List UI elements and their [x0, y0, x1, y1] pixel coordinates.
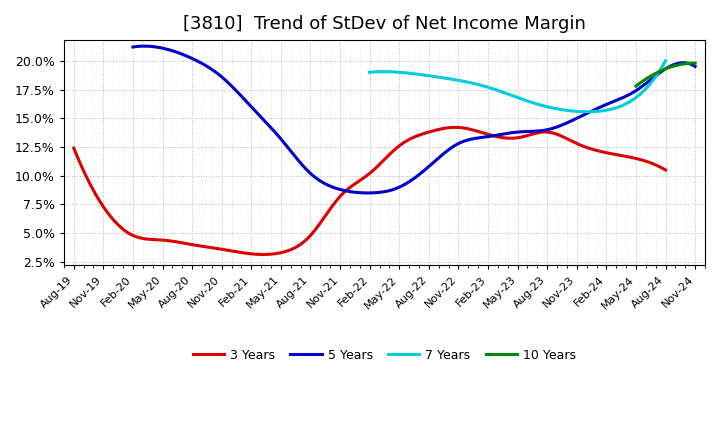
10 Years: [690, 60, 699, 66]
10 Years: [660, 67, 668, 72]
3 Years: [351, 180, 360, 186]
7 Years: [506, 92, 515, 98]
5 Years: [592, 106, 600, 112]
3 Years: [649, 161, 658, 167]
Line: 5 Years: 5 Years: [133, 46, 695, 193]
Line: 3 Years: 3 Years: [73, 127, 665, 254]
5 Years: [364, 191, 373, 196]
7 Years: [365, 70, 374, 75]
10 Years: [689, 60, 698, 66]
5 Years: [466, 137, 474, 142]
10 Years: [631, 84, 640, 89]
Legend: 3 Years, 5 Years, 7 Years, 10 Years: 3 Years, 5 Years, 7 Years, 10 Years: [188, 344, 581, 367]
5 Years: [435, 154, 444, 160]
3 Years: [69, 146, 78, 151]
5 Years: [690, 64, 699, 69]
7 Years: [583, 109, 592, 114]
3 Years: [391, 147, 400, 152]
10 Years: [680, 61, 689, 66]
7 Years: [541, 104, 550, 109]
7 Years: [654, 69, 663, 74]
Line: 7 Years: 7 Years: [369, 61, 665, 112]
5 Years: [129, 44, 138, 50]
3 Years: [661, 167, 670, 172]
3 Years: [259, 252, 268, 257]
3 Years: [423, 130, 431, 135]
3 Years: [451, 125, 460, 130]
5 Years: [398, 183, 407, 188]
5 Years: [680, 60, 688, 66]
5 Years: [401, 181, 410, 187]
10 Years: [664, 65, 672, 70]
7 Years: [608, 106, 617, 111]
10 Years: [667, 64, 675, 70]
3 Years: [355, 178, 364, 183]
7 Years: [526, 99, 534, 104]
5 Years: [140, 44, 148, 49]
3 Years: [557, 133, 565, 139]
Line: 10 Years: 10 Years: [636, 63, 695, 86]
10 Years: [660, 66, 669, 72]
7 Years: [508, 93, 516, 98]
7 Years: [661, 58, 670, 63]
Title: [3810]  Trend of StDev of Net Income Margin: [3810] Trend of StDev of Net Income Marg…: [183, 15, 586, 33]
